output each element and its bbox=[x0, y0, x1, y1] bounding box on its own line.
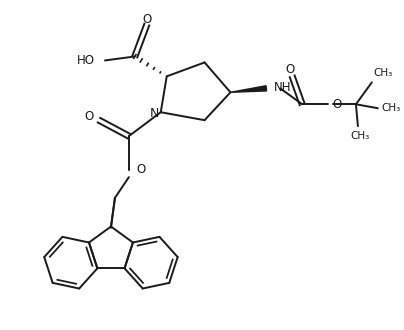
Text: CH₃: CH₃ bbox=[350, 131, 370, 141]
Polygon shape bbox=[230, 86, 267, 92]
Text: NH: NH bbox=[274, 81, 291, 94]
Text: HO: HO bbox=[77, 54, 95, 67]
Text: O: O bbox=[136, 163, 145, 177]
Text: CH₃: CH₃ bbox=[382, 103, 401, 113]
Text: O: O bbox=[286, 63, 295, 76]
Text: N: N bbox=[150, 107, 160, 120]
Text: O: O bbox=[142, 13, 152, 26]
Text: O: O bbox=[84, 110, 94, 123]
Text: O: O bbox=[332, 98, 341, 111]
Text: CH₃: CH₃ bbox=[374, 68, 393, 78]
